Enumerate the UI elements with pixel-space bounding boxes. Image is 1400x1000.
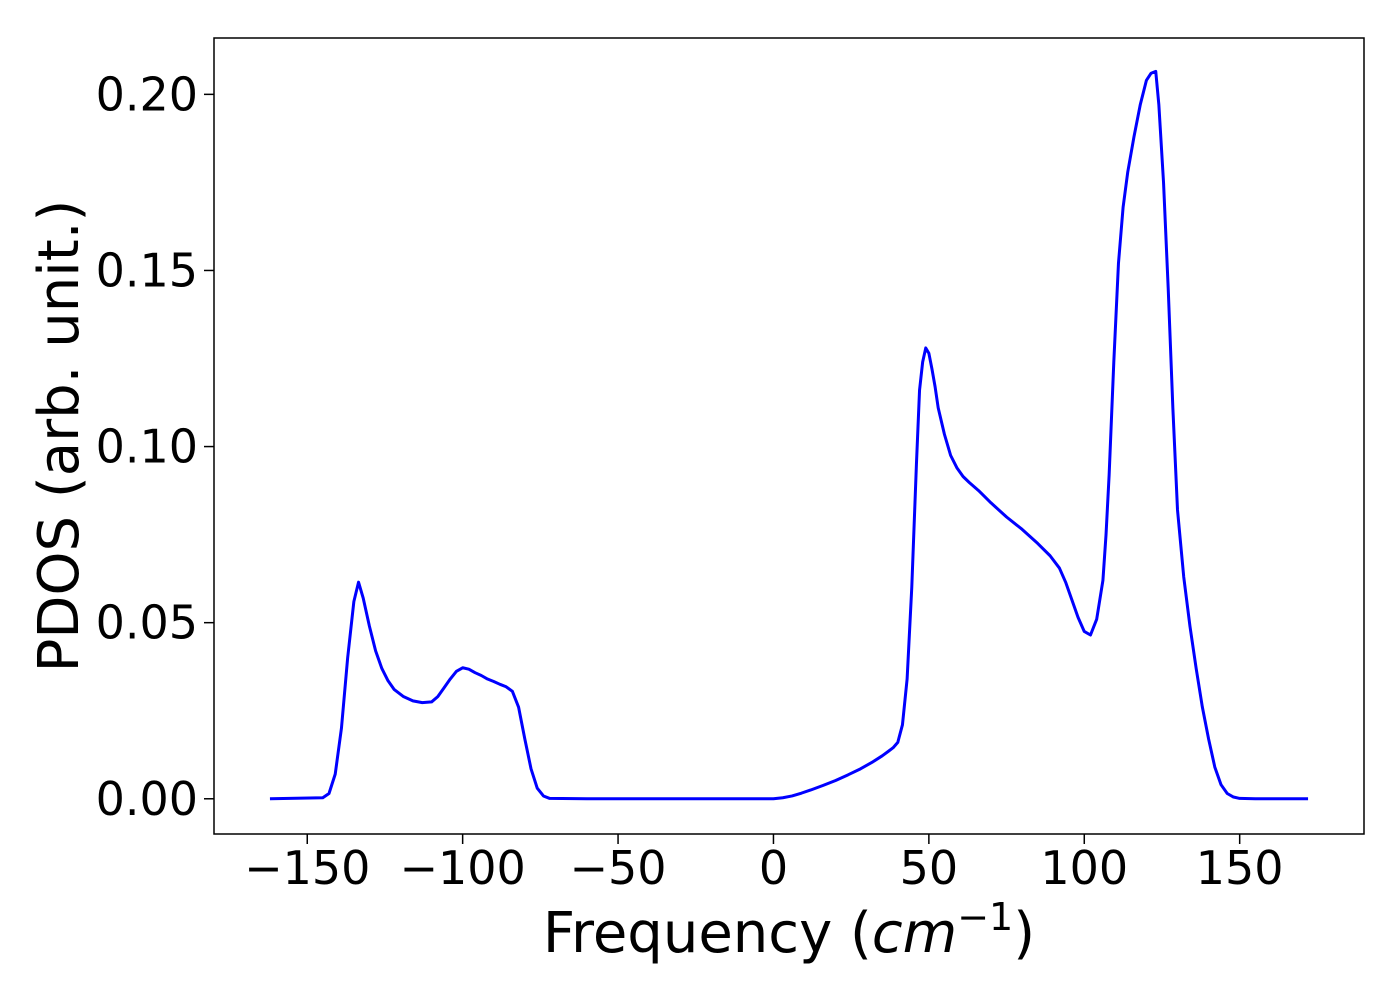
y-tick-label: 0.10 xyxy=(96,420,198,474)
y-axis-ticks: 0.00 0.05 0.10 0.15 0.20 xyxy=(96,67,214,826)
x-tick-label: 50 xyxy=(900,841,959,895)
y-tick-label: 0.20 xyxy=(96,67,198,121)
x-tick-label: 150 xyxy=(1196,841,1284,895)
x-tick-label: 100 xyxy=(1040,841,1128,895)
x-tick-label: −100 xyxy=(399,841,525,895)
x-tick-label: 0 xyxy=(759,841,788,895)
plot-frame xyxy=(213,37,1365,835)
y-tick-label: 0.15 xyxy=(96,243,198,297)
x-axis-label: Frequency (cm−1) xyxy=(543,895,1035,966)
y-tick-label: 0.05 xyxy=(96,596,198,650)
x-tick-label: −150 xyxy=(244,841,370,895)
x-axis-ticks: −150 −100 −50 0 50 100 150 xyxy=(244,834,1284,895)
x-tick-label: −50 xyxy=(570,841,667,895)
x-axis-label-exponent: −1 xyxy=(957,895,1013,939)
y-tick-label: 0.00 xyxy=(96,772,198,826)
y-axis-label: PDOS (arb. unit.) xyxy=(27,200,92,673)
pdos-series-line xyxy=(269,69,1309,801)
